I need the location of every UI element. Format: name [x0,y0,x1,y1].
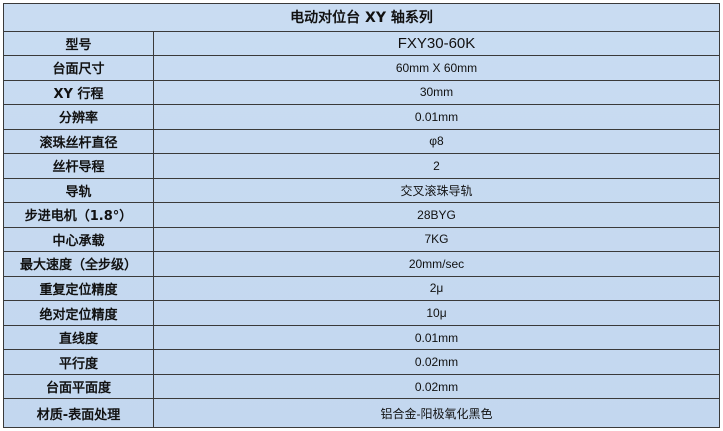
table-row: 型号 FXY30-60K [3,30,720,57]
table-row: 导轨 交叉滚珠导轨 [3,177,720,204]
spec-label: 丝杆导程 [3,153,154,179]
spec-value: 2μ [153,275,720,302]
spec-label: 导轨 [3,177,154,204]
table-row: 重复定位精度 2μ [3,275,720,302]
spec-value: 0.02mm [153,373,720,400]
spec-value: φ8 [153,128,720,155]
table-row: 步进电机（1.8°） 28BYG [3,202,720,228]
table-row: XY 行程 30mm [3,79,720,106]
spec-label: XY 行程 [3,79,154,106]
spec-value: 0.01mm [153,104,720,130]
spec-value: 铝合金-阳极氧化黑色 [153,398,720,428]
table-row: 滚珠丝杆直径 φ8 [3,128,720,155]
table-row: 直线度 0.01mm [3,324,720,351]
table-row: 台面尺寸 60mm X 60mm [3,55,720,81]
spec-label: 材质-表面处理 [3,398,154,428]
spec-label: 最大速度（全步级） [3,251,154,277]
table-row: 分辨率 0.01mm [3,104,720,130]
spec-label: 平行度 [3,349,154,375]
table-title: 电动对位台 XY 轴系列 [3,3,720,32]
spec-value: 28BYG [153,202,720,228]
spec-label: 型号 [3,30,154,57]
table-row: 绝对定位精度 10μ [3,300,720,326]
spec-value: 30mm [153,79,720,106]
table-row: 丝杆导程 2 [3,153,720,179]
spec-value: 2 [153,153,720,179]
spec-value: 60mm X 60mm [153,55,720,81]
spec-label: 重复定位精度 [3,275,154,302]
spec-label: 分辨率 [3,104,154,130]
spec-label: 绝对定位精度 [3,300,154,326]
spec-value: 交叉滚珠导轨 [153,177,720,204]
spec-label: 台面尺寸 [3,55,154,81]
table-row: 台面平面度 0.02mm [3,373,720,400]
spec-table: 电动对位台 XY 轴系列 型号 FXY30-60K 台面尺寸 60mm X 60mm X… [3,3,720,428]
table-row: 最大速度（全步级） 20mm/sec [3,251,720,277]
spec-label: 中心承载 [3,226,154,253]
spec-label: 滚珠丝杆直径 [3,128,154,155]
spec-value: 20mm/sec [153,251,720,277]
spec-value: FXY30-60K [153,30,720,57]
spec-value: 7KG [153,226,720,253]
table-row: 中心承载 7KG [3,226,720,253]
spec-label: 步进电机（1.8°） [3,202,154,228]
spec-value: 0.01mm [153,324,720,351]
spec-value: 0.02mm [153,349,720,375]
table-row: 材质-表面处理 铝合金-阳极氧化黑色 [3,398,720,428]
table-row: 平行度 0.02mm [3,349,720,375]
spec-label: 台面平面度 [3,373,154,400]
spec-value: 10μ [153,300,720,326]
spec-label: 直线度 [3,324,154,351]
title-row: 电动对位台 XY 轴系列 [3,3,720,32]
